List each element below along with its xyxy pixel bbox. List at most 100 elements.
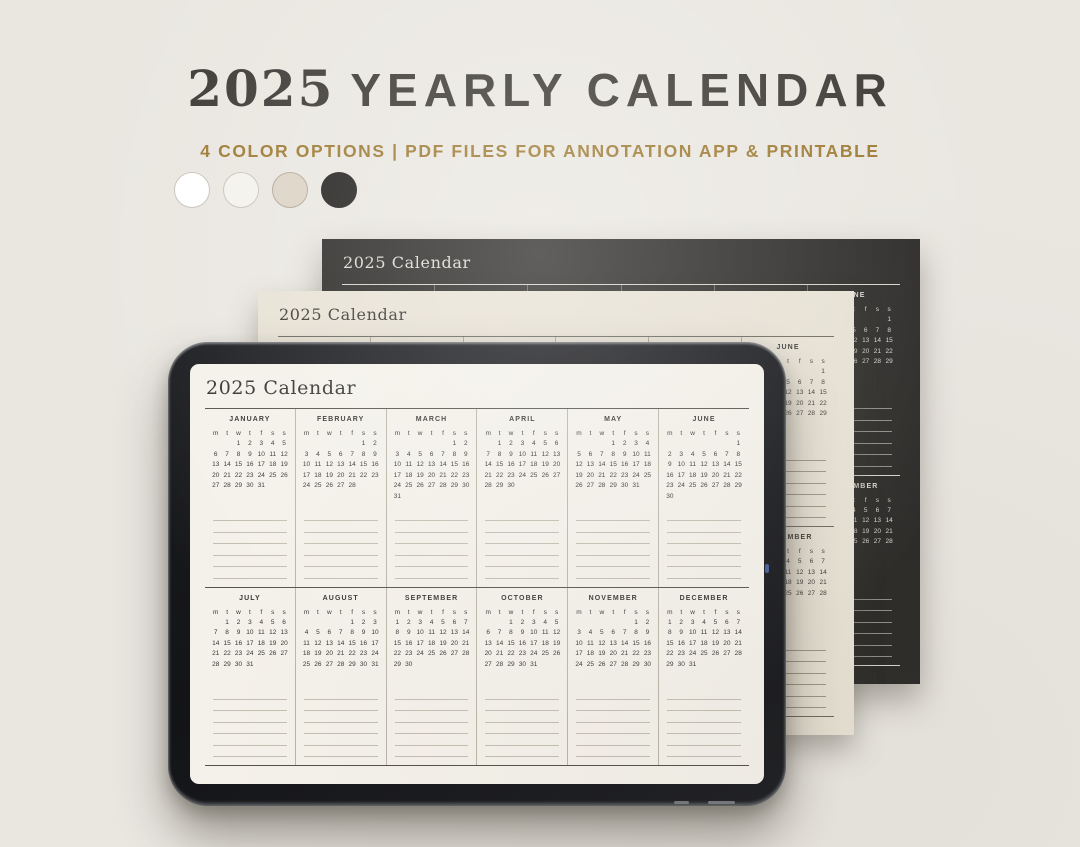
color-swatch-beige — [272, 172, 308, 208]
note-line — [750, 471, 826, 472]
date-cell — [676, 493, 687, 504]
date-cell — [494, 619, 505, 630]
date-cell — [278, 493, 289, 504]
date-cell: 12 — [325, 461, 333, 469]
date-cell — [698, 440, 709, 451]
note-line — [750, 661, 826, 662]
date-cell — [414, 440, 425, 451]
date-cell: 7 — [225, 450, 229, 458]
date-cell: 21 — [621, 650, 629, 658]
weekday-label: s — [887, 496, 891, 504]
note-line — [394, 531, 469, 533]
date-cell — [335, 440, 346, 451]
weekday-label: f — [260, 430, 263, 437]
date-cell: 27 — [337, 482, 345, 490]
date-cell: 12 — [280, 450, 288, 458]
date-cell — [596, 440, 607, 451]
date-cell — [449, 671, 460, 682]
weekday-label: f — [714, 608, 717, 616]
date-cell: 21 — [819, 579, 827, 587]
date-cell: 1 — [452, 440, 457, 447]
date-cell: 21 — [885, 527, 893, 535]
date-cell — [369, 482, 380, 493]
weekday-label: m — [303, 430, 310, 437]
date-cell: 1 — [509, 618, 513, 626]
date-cell: 18 — [269, 461, 277, 469]
weekday-label: f — [864, 496, 867, 504]
date-cell: 20 — [337, 471, 345, 479]
note-line — [576, 577, 651, 579]
weekday-label: f — [532, 430, 535, 437]
date-cell: 13 — [873, 517, 882, 525]
date-cell: 29 — [819, 410, 827, 418]
date-cell: 13 — [552, 450, 561, 458]
date-cell: 18 — [541, 639, 549, 647]
date-cell — [710, 440, 721, 451]
date-cell: 19 — [280, 461, 288, 469]
date-cell: 26 — [711, 650, 720, 658]
date-cell: 28 — [723, 482, 731, 490]
date-cell: 25 — [689, 482, 697, 490]
date-cell — [335, 493, 346, 504]
weekday-label: s — [282, 430, 286, 437]
date-cell: 7 — [338, 629, 343, 637]
date-cell — [460, 671, 471, 682]
date-cell — [346, 493, 357, 504]
date-cell — [244, 493, 255, 504]
date-cell: 11 — [700, 629, 708, 637]
date-cell — [210, 619, 221, 630]
weekday-label: f — [864, 306, 867, 313]
date-cell: 7 — [736, 618, 741, 626]
note-lines — [573, 698, 653, 766]
date-cell — [414, 661, 425, 672]
note-line — [750, 517, 826, 518]
date-cell: 2 — [463, 440, 468, 447]
date-cell — [860, 369, 872, 380]
note-line — [303, 577, 378, 579]
date-cell: 3 — [248, 618, 252, 626]
date-cell — [221, 440, 232, 451]
date-cell: 24 — [677, 482, 685, 490]
date-cell: 29 — [734, 482, 742, 490]
date-cell — [210, 493, 221, 504]
date-cell: 29 — [632, 660, 640, 668]
note-line — [576, 566, 651, 567]
date-cell — [233, 493, 244, 504]
note-line — [303, 733, 378, 734]
date-cell: 2 — [406, 618, 411, 626]
date-cell: 19 — [784, 399, 792, 407]
note-line — [667, 744, 741, 746]
date-cell — [437, 661, 448, 672]
date-cell: 1 — [668, 618, 672, 626]
date-cell — [517, 671, 528, 682]
note-line — [213, 756, 287, 757]
date-cell: 4 — [406, 450, 411, 458]
date-cell: 10 — [689, 629, 697, 637]
date-cell: 6 — [611, 629, 616, 637]
date-cell: 23 — [507, 471, 515, 479]
note-line — [303, 744, 378, 746]
date-cell: 3 — [634, 440, 638, 447]
date-cell — [608, 671, 619, 682]
date-cell: 22 — [609, 471, 617, 479]
date-cell: 13 — [280, 629, 288, 637]
date-cell: 5 — [702, 450, 706, 458]
date-cell: 19 — [416, 471, 424, 479]
date-cell: 27 — [325, 660, 333, 668]
date-cell — [540, 671, 551, 682]
weekday-label: f — [532, 608, 535, 616]
date-cell: 31 — [257, 482, 265, 490]
date-cell — [817, 611, 829, 622]
date-cell: 11 — [541, 629, 549, 637]
date-cell: 1 — [634, 618, 638, 626]
date-cell: 7 — [441, 450, 445, 458]
title-year: 2025 — [187, 59, 335, 118]
note-lines — [573, 520, 653, 587]
